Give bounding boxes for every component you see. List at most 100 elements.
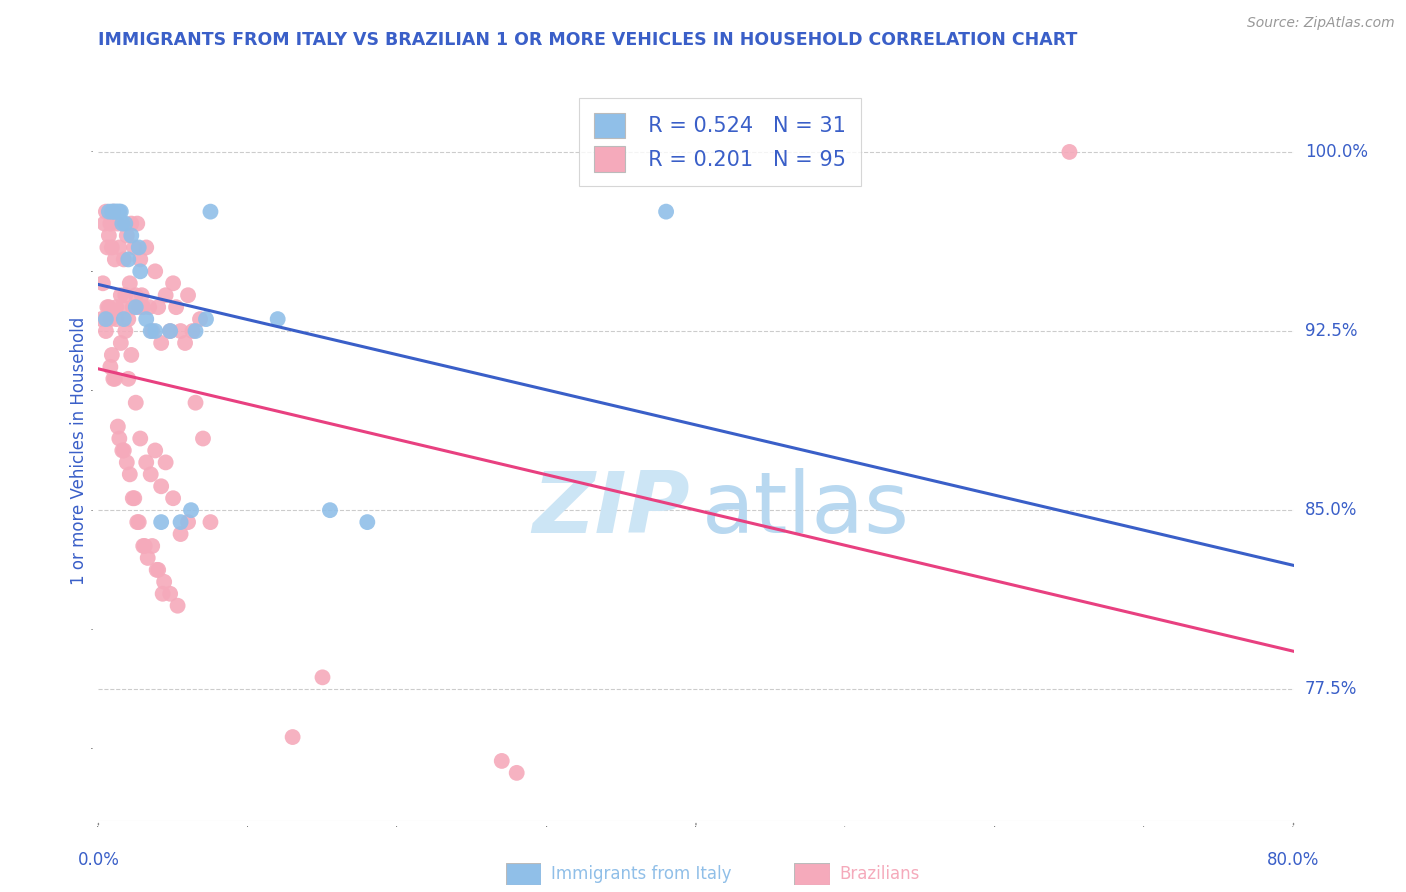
Point — [135, 240, 157, 254]
Point — [132, 300, 155, 314]
Point — [191, 432, 214, 446]
Point — [165, 300, 187, 314]
Point — [111, 300, 134, 314]
Point — [112, 443, 135, 458]
Point — [143, 264, 166, 278]
Point — [91, 277, 114, 291]
Point — [104, 204, 127, 219]
Point — [184, 324, 207, 338]
Point — [101, 348, 124, 362]
Point — [114, 217, 136, 231]
Point — [125, 300, 148, 314]
Text: 80.0%: 80.0% — [1267, 851, 1320, 869]
Point — [150, 479, 173, 493]
Point — [128, 300, 150, 314]
Point — [111, 443, 134, 458]
Text: atlas: atlas — [702, 468, 910, 551]
Point — [94, 204, 117, 219]
Point — [96, 300, 118, 314]
Point — [148, 563, 170, 577]
Point — [108, 240, 131, 254]
Point — [143, 443, 166, 458]
Point — [169, 515, 191, 529]
Point — [104, 252, 127, 267]
Point — [145, 563, 167, 577]
Point — [117, 252, 139, 267]
Point — [141, 324, 163, 338]
Point — [120, 228, 142, 243]
Point — [267, 312, 290, 326]
Point — [169, 527, 191, 541]
Point — [107, 204, 129, 219]
Point — [200, 515, 222, 529]
Point — [281, 730, 304, 744]
Text: Immigrants from Italy: Immigrants from Italy — [551, 865, 731, 883]
Point — [152, 587, 174, 601]
Point — [141, 539, 163, 553]
Point — [121, 300, 143, 314]
Point — [103, 204, 125, 219]
Point — [139, 324, 162, 338]
Point — [506, 765, 529, 780]
Point — [139, 467, 162, 482]
Point — [124, 240, 146, 254]
Point — [127, 217, 149, 231]
Point — [124, 491, 146, 506]
Point — [115, 228, 138, 243]
Point — [118, 467, 141, 482]
Point — [159, 587, 181, 601]
Point — [105, 312, 128, 326]
Text: ZIP: ZIP — [533, 468, 690, 551]
Point — [162, 277, 184, 291]
Point — [132, 539, 155, 553]
Text: 77.5%: 77.5% — [1305, 681, 1357, 698]
Point — [101, 240, 124, 254]
Point — [129, 264, 152, 278]
Point — [150, 515, 173, 529]
Point — [135, 455, 157, 469]
Point — [110, 204, 132, 219]
Point — [98, 359, 122, 374]
Point — [103, 372, 125, 386]
Point — [98, 217, 122, 231]
Point — [114, 288, 136, 302]
Point — [129, 432, 152, 446]
Point — [110, 288, 132, 302]
Point — [111, 217, 134, 231]
Point — [155, 288, 177, 302]
Point — [180, 503, 202, 517]
Point — [655, 204, 678, 219]
Point — [129, 252, 152, 267]
Point — [162, 491, 184, 506]
Point — [117, 372, 139, 386]
Text: 0.0%: 0.0% — [77, 851, 120, 869]
Point — [136, 550, 159, 565]
Point — [159, 324, 181, 338]
Text: 92.5%: 92.5% — [1305, 322, 1357, 340]
Point — [94, 312, 117, 326]
Point — [200, 204, 222, 219]
Point — [155, 455, 177, 469]
Point — [188, 312, 211, 326]
Text: Brazilians: Brazilians — [839, 865, 920, 883]
Point — [112, 252, 135, 267]
Point — [143, 324, 166, 338]
Text: IMMIGRANTS FROM ITALY VS BRAZILIAN 1 OR MORE VEHICLES IN HOUSEHOLD CORRELATION C: IMMIGRANTS FROM ITALY VS BRAZILIAN 1 OR … — [98, 31, 1078, 49]
Point — [148, 300, 170, 314]
Point — [138, 300, 160, 314]
Point — [125, 288, 148, 302]
Point — [134, 539, 156, 553]
Point — [98, 312, 122, 326]
Point — [177, 515, 200, 529]
Point — [114, 324, 136, 338]
Point — [108, 432, 131, 446]
Point — [169, 324, 191, 338]
Point — [153, 574, 176, 589]
Point — [118, 277, 141, 291]
Point — [135, 312, 157, 326]
Point — [491, 754, 513, 768]
Point — [97, 300, 120, 314]
Point — [115, 455, 138, 469]
Text: Source: ZipAtlas.com: Source: ZipAtlas.com — [1247, 16, 1395, 30]
Point — [104, 372, 127, 386]
